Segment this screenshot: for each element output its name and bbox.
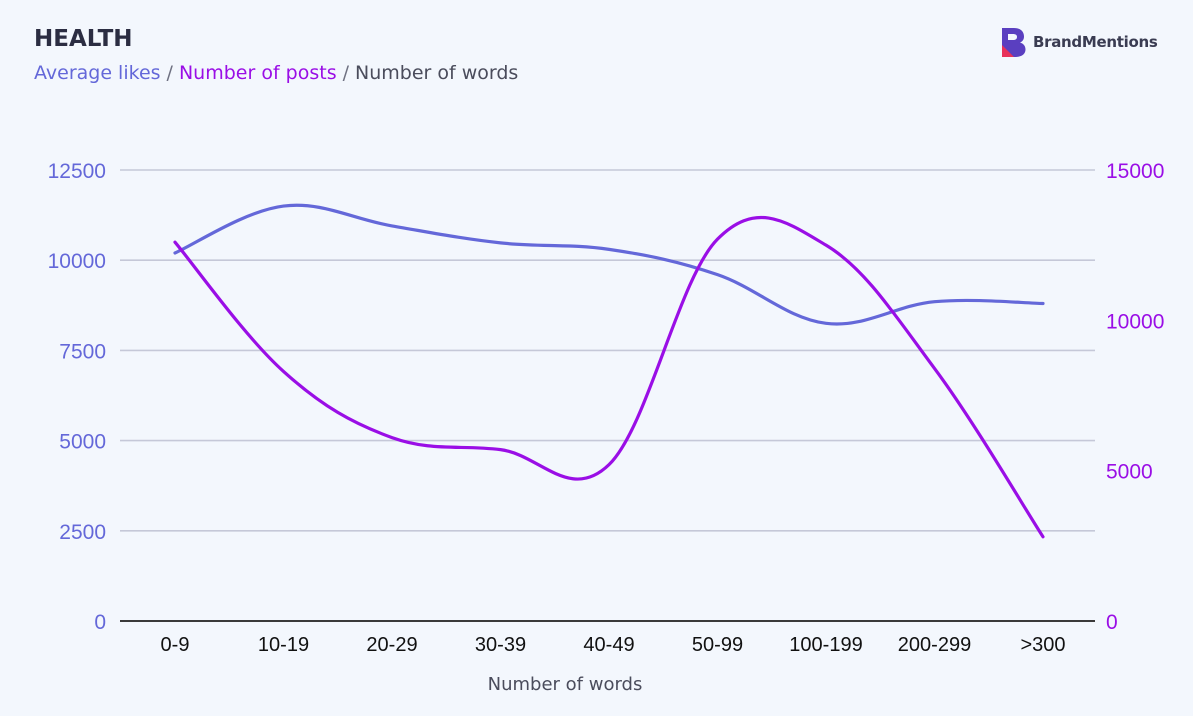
y-left-tick-label: 7500 [59, 340, 106, 363]
x-tick-label: 10-19 [258, 634, 309, 656]
chart-subtitle: Average likes / Number of posts / Number of … [34, 62, 518, 84]
chart-title: HEALTH [34, 26, 133, 52]
y-left-tick-label: 10000 [48, 250, 106, 273]
x-axis-label: Number of words [488, 674, 643, 695]
y-left-tick-label: 5000 [59, 431, 106, 454]
x-tick-label: 0-9 [161, 634, 190, 656]
series-lines [173, 203, 1045, 539]
legend-separator: / [342, 62, 350, 84]
axis-ticks: 0 2500 5000 7500 10000 12500 0 5000 10000 15000 0-… [48, 160, 1165, 656]
x-tick-label: >300 [1020, 634, 1065, 656]
legend-number-of-words: Number of words [355, 62, 519, 84]
legend-separator: / [166, 62, 173, 84]
x-tick-label: 200-299 [898, 634, 971, 656]
y-left-tick-label: 0 [94, 611, 106, 634]
grid-lines [120, 169, 1095, 622]
brand-logo: BrandMentions [1000, 27, 1158, 57]
x-tick-label: 100-199 [789, 634, 862, 656]
brandmentions-logo-icon [1002, 28, 1026, 57]
legend-average-likes: Average likes [34, 62, 161, 84]
series-line-number-of-posts [173, 215, 1045, 539]
y-right-tick-label: 5000 [1106, 461, 1153, 484]
y-left-tick-label: 2500 [59, 521, 106, 544]
x-tick-label: 30-39 [475, 634, 526, 656]
y-right-tick-label: 0 [1106, 611, 1118, 634]
series-line-average-likes [173, 203, 1045, 326]
x-tick-label: 20-29 [366, 634, 417, 656]
x-tick-label: 50-99 [692, 634, 743, 656]
y-right-tick-label: 15000 [1106, 160, 1164, 183]
y-right-tick-label: 10000 [1106, 310, 1164, 333]
legend-number-of-posts: Number of posts [178, 62, 337, 84]
brand-name: BrandMentions [1033, 33, 1158, 51]
y-left-tick-label: 12500 [48, 160, 106, 183]
x-tick-label: 40-49 [583, 634, 634, 656]
